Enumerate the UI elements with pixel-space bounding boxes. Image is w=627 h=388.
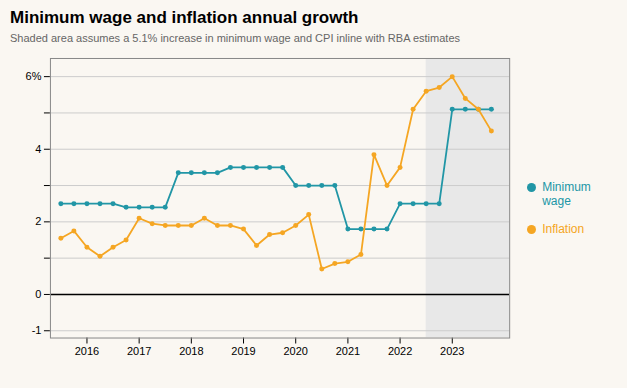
svg-text:6%: 6% (26, 70, 42, 82)
svg-text:2017: 2017 (127, 345, 151, 357)
svg-text:2018: 2018 (179, 345, 203, 357)
svg-text:2023: 2023 (440, 345, 464, 357)
svg-text:2022: 2022 (388, 345, 412, 357)
svg-text:4: 4 (35, 143, 41, 155)
svg-text:2016: 2016 (75, 345, 99, 357)
svg-text:2021: 2021 (336, 345, 360, 357)
html-text:Shaded area assumes a 5.1% inc: Shaded area assumes a 5.1% increase in m… (10, 32, 460, 44)
svg-text:2020: 2020 (284, 345, 308, 357)
html-text:Minimum wage and inflation ann: Minimum wage and inflation annual growth (10, 8, 359, 27)
html-text:Inflation: Inflation (542, 221, 585, 236)
svg-text:-1: -1 (32, 324, 42, 336)
svg-text:2019: 2019 (231, 345, 255, 357)
html-text:Minimum wage: Minimum wage (542, 179, 591, 208)
svg-text:2: 2 (35, 215, 41, 227)
svg-text:0: 0 (35, 288, 41, 300)
